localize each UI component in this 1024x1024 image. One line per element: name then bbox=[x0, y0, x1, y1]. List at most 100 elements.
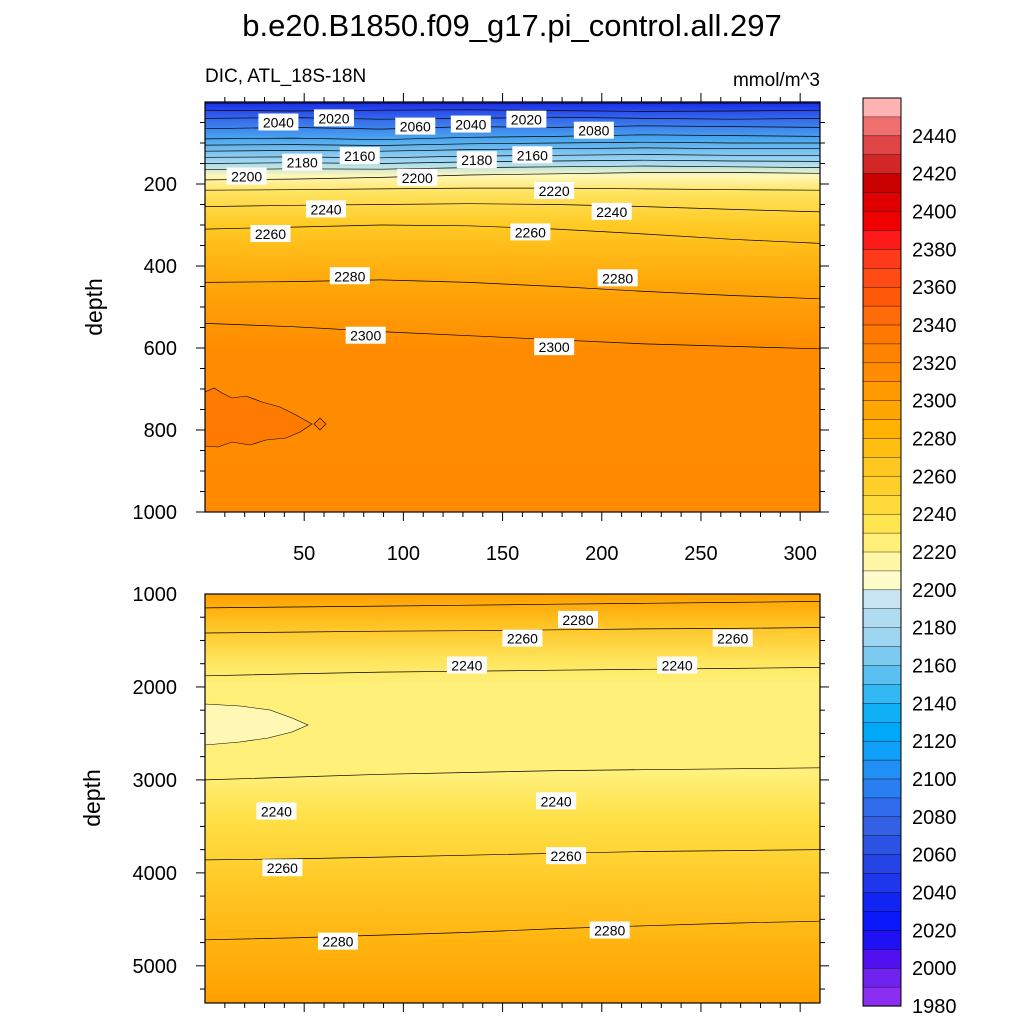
colorbar-swatch bbox=[862, 173, 902, 194]
lower-contour-label-text: 2280 bbox=[322, 934, 353, 950]
upper-contour-label-text: 2160 bbox=[344, 148, 375, 164]
colorbar-tick-label: 2140 bbox=[912, 693, 957, 715]
colorbar-swatch bbox=[862, 797, 902, 818]
upper-contour-label-text: 2020 bbox=[511, 112, 542, 128]
colorbar-swatch bbox=[862, 684, 902, 704]
lower-contour-label-bg bbox=[256, 802, 297, 820]
upper-y-tick-label: 600 bbox=[144, 338, 177, 360]
colorbar-tick-label: 1980 bbox=[912, 996, 957, 1018]
upper-x-tick-label: 100 bbox=[387, 543, 420, 565]
colorbar-tick-label: 2320 bbox=[912, 353, 957, 375]
colorbar-swatch bbox=[862, 703, 902, 723]
lower-contour-label-text: 2240 bbox=[261, 804, 292, 820]
colorbar-swatch bbox=[862, 589, 902, 610]
colorbar-swatch bbox=[862, 457, 902, 477]
upper-contour-label-bg bbox=[313, 109, 354, 127]
lower-contour-label-bg bbox=[536, 792, 577, 810]
upper-contour-2220-11 bbox=[205, 187, 820, 191]
colorbar-swatch bbox=[862, 778, 902, 799]
lower-contour-label-bg bbox=[657, 656, 698, 674]
upper-contour-label-7: 2160 bbox=[339, 147, 380, 165]
upper-contour-label-bg bbox=[506, 110, 547, 128]
lower-y-axis-label: depth bbox=[79, 769, 105, 827]
colorbar-swatch bbox=[862, 211, 902, 232]
colorbar-frame bbox=[862, 97, 902, 1007]
upper-contour-label-text: 2160 bbox=[517, 147, 548, 163]
upper-contour-label-5: 2080 bbox=[573, 121, 614, 139]
upper-contour-label-8: 2180 bbox=[456, 151, 497, 169]
upper-contour-label-12: 2220 bbox=[534, 181, 575, 199]
colorbar-swatch bbox=[862, 97, 902, 118]
lower-contour-label-1: 2260 bbox=[502, 629, 543, 647]
upper-contour-label-text: 2060 bbox=[400, 119, 431, 135]
lower-contour-label-text: 2240 bbox=[662, 658, 693, 674]
colorbar-swatch bbox=[862, 324, 902, 345]
lower-panel-field bbox=[205, 594, 820, 1003]
upper-contour-label-20: 2300 bbox=[534, 338, 575, 356]
lower-contour-label-text: 2260 bbox=[267, 860, 298, 876]
lower-contour-label-bg bbox=[502, 629, 543, 647]
upper-contour-label-text: 2020 bbox=[318, 110, 349, 126]
upper-contour-label-bg bbox=[258, 113, 299, 131]
colorbar-swatch bbox=[862, 911, 902, 931]
colorbar-swatch bbox=[862, 608, 902, 629]
lower-contour-label-0: 2280 bbox=[557, 611, 598, 629]
colorbar-tick-label: 2120 bbox=[912, 731, 957, 753]
colorbar-swatch bbox=[862, 419, 902, 440]
upper-contour-label-bg bbox=[329, 267, 370, 285]
upper-contour-label-bg bbox=[591, 202, 632, 220]
colorbar-swatch bbox=[862, 513, 902, 534]
colorbar-swatch bbox=[862, 381, 902, 402]
upper-contour-label-text: 2040 bbox=[263, 115, 294, 131]
upper-contour-label-bg bbox=[456, 151, 497, 169]
upper-contour-label-bg bbox=[345, 326, 386, 344]
lower-contour-label-8: 2260 bbox=[546, 847, 587, 865]
colorbar-swatch bbox=[862, 249, 902, 269]
upper-contour-label-1: 2020 bbox=[313, 109, 354, 127]
upper-x-tick-label: 50 bbox=[293, 543, 315, 565]
lower-contour-label-bg bbox=[712, 629, 753, 647]
upper-contour-label-bg bbox=[450, 115, 491, 133]
upper-contour-label-text: 2180 bbox=[287, 155, 318, 171]
colorbar-swatch bbox=[862, 570, 902, 591]
upper-y-tick-label: 800 bbox=[144, 420, 177, 442]
lower-contour-label-bg bbox=[557, 611, 598, 629]
colorbar-tick-label: 2280 bbox=[912, 429, 957, 451]
upper-contour-label-bg bbox=[534, 338, 575, 356]
upper-contour-2080-4 bbox=[205, 134, 820, 141]
upper-contour-label-text: 2300 bbox=[350, 328, 381, 344]
upper-contour-label-bg bbox=[339, 147, 380, 165]
upper-contour-2020-1 bbox=[205, 109, 820, 112]
lower-contour-label-9: 2280 bbox=[317, 932, 358, 950]
upper-x-tick-label: 250 bbox=[684, 543, 717, 565]
lower-contour-label-text: 2260 bbox=[507, 631, 538, 647]
upper-x-tick-label: 150 bbox=[486, 543, 519, 565]
upper-contour-label-text: 2220 bbox=[539, 183, 570, 199]
colorbar-swatch bbox=[862, 268, 902, 288]
upper-contour-label-3: 2040 bbox=[450, 115, 491, 133]
upper-contour-label-text: 2200 bbox=[231, 169, 262, 185]
lower-contour-label-bg bbox=[262, 859, 303, 877]
upper-contour-label-text: 2240 bbox=[596, 204, 627, 220]
lower-contour-label-text: 2240 bbox=[451, 658, 482, 674]
colorbar-tick-label: 2200 bbox=[912, 580, 957, 602]
upper-contour-2100-5 bbox=[205, 141, 820, 146]
colorbar-swatch bbox=[862, 854, 902, 875]
upper-contour-label-4: 2020 bbox=[506, 110, 547, 128]
colorbar-swatch bbox=[862, 892, 902, 913]
colorbar-tick-label: 2100 bbox=[912, 769, 957, 791]
upper-contour-label-bg bbox=[282, 153, 323, 171]
colorbar-swatch bbox=[862, 722, 902, 742]
upper-contour-label-bg bbox=[534, 181, 575, 199]
colorbar-tick-label: 2340 bbox=[912, 315, 957, 337]
upper-contour-label-bg bbox=[597, 269, 638, 287]
colorbar-tick-label: 2360 bbox=[912, 277, 957, 299]
upper-contour-label-bg bbox=[510, 223, 551, 241]
lower-contour-2260-4 bbox=[205, 849, 820, 861]
colorbar-swatch bbox=[862, 154, 902, 175]
colorbar-swatch bbox=[862, 476, 902, 496]
lower-contour-label-2: 2260 bbox=[712, 629, 753, 647]
upper-y-tick-label: 1000 bbox=[133, 502, 178, 524]
colorbar-tick-label: 2060 bbox=[912, 845, 957, 867]
upper-contour-label-9: 2160 bbox=[512, 146, 553, 164]
